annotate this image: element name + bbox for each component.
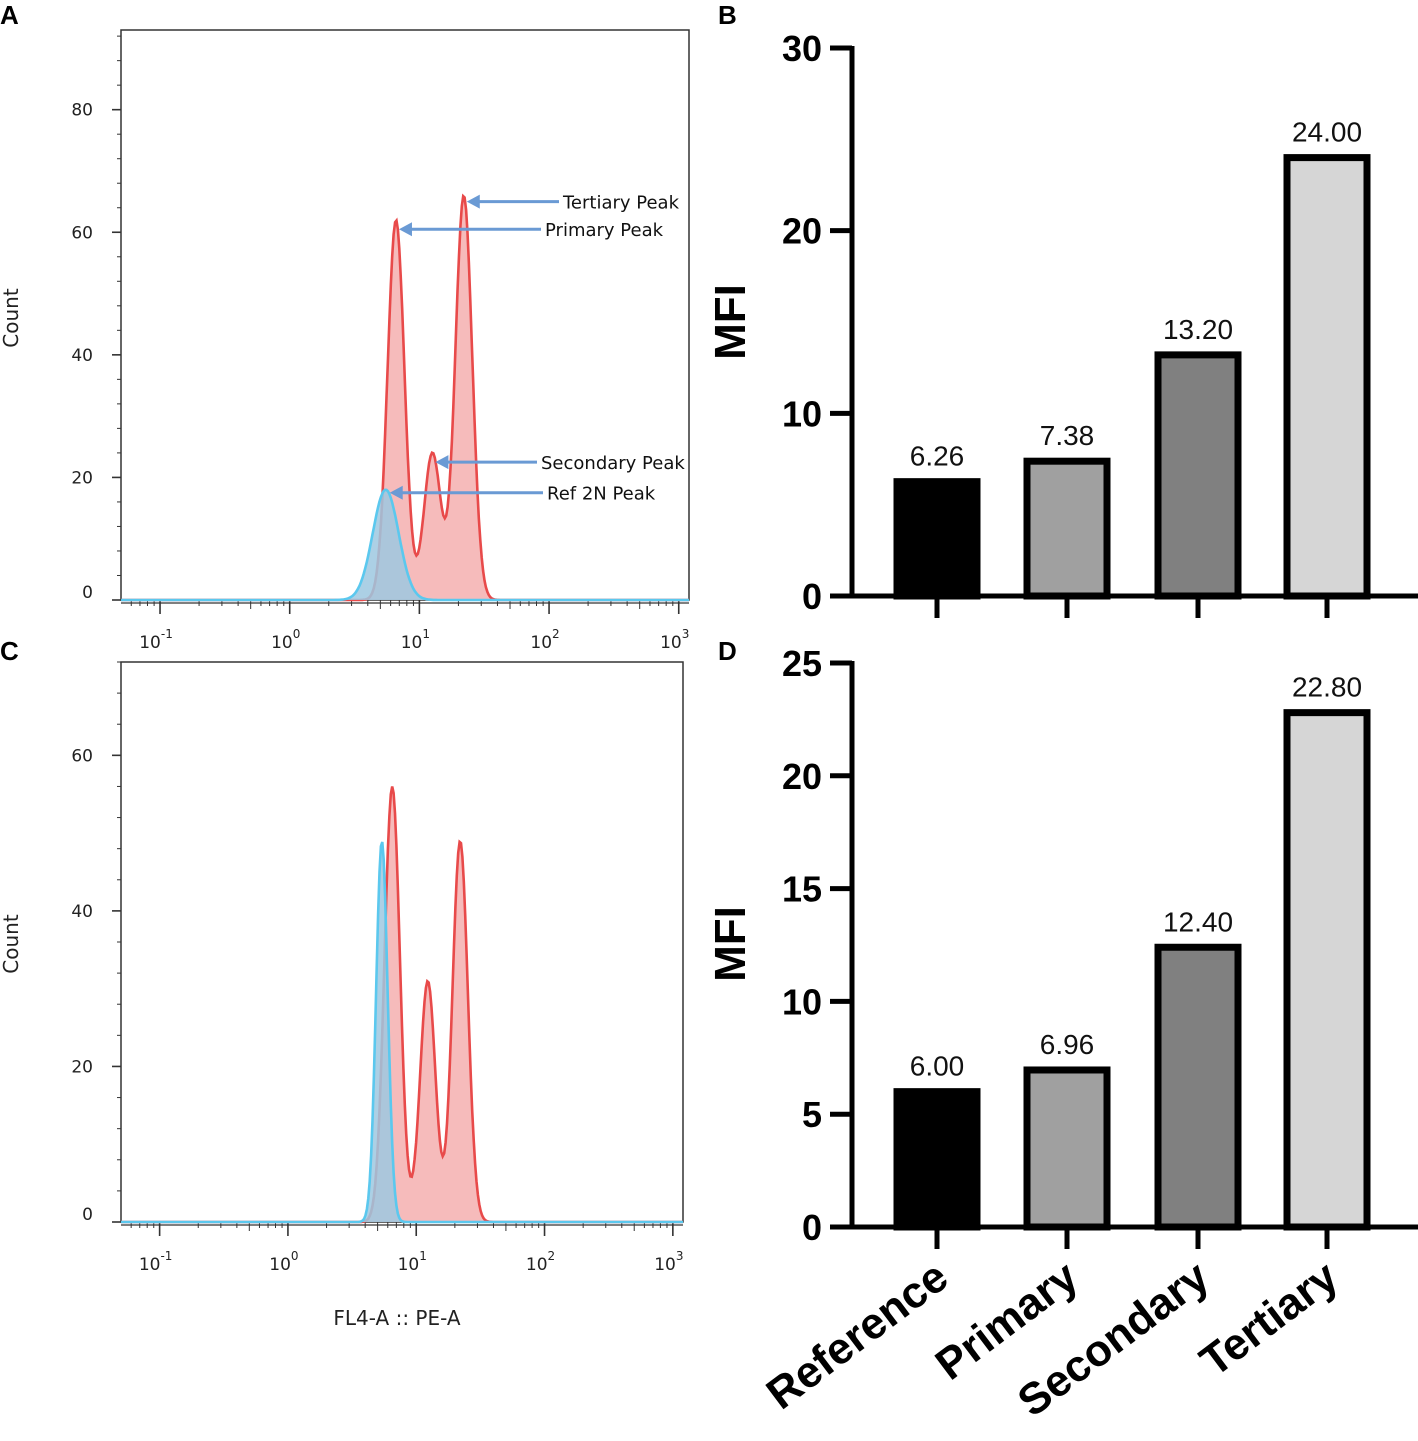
y-tick-label: 5: [802, 1094, 822, 1135]
x-tick-label: 101: [401, 627, 430, 653]
category-label: Tertiary: [1191, 1252, 1347, 1387]
bar-value-label: 6.96: [1040, 1029, 1095, 1060]
y-tick-label: 0: [82, 1205, 93, 1225]
panel-label-d: D: [718, 636, 737, 666]
annotation-label: Primary Peak: [545, 220, 664, 241]
bar-value-label: 7.38: [1040, 420, 1095, 451]
histogram-fill-reference: [121, 489, 689, 600]
bar-value-label: 6.26: [910, 441, 965, 472]
histogram-fill-sample: [121, 786, 683, 1222]
bar-reference: [893, 478, 981, 600]
x-tick-label: 100: [271, 627, 300, 653]
annotation-arrow-head: [466, 194, 480, 209]
panel-label-b: B: [718, 0, 737, 30]
x-tick-base: 10: [401, 633, 423, 653]
y-axis-label: MFI: [706, 284, 755, 360]
annotation-label: Ref 2N Peak: [547, 484, 656, 505]
y-tick-label: 60: [71, 223, 93, 243]
x-tick-exponent: 0: [291, 1249, 299, 1263]
x-tick-exponent: 2: [552, 627, 560, 641]
x-tick-label: 100: [269, 1249, 298, 1275]
x-tick-base: 10: [398, 1255, 420, 1275]
x-tick-base: 10: [139, 1255, 161, 1275]
bar-value-label: 13.20: [1163, 314, 1233, 345]
bar-chart-panel-d: 0510152025MFI6.00Reference6.96Primary12.…: [706, 643, 1418, 1426]
bar-value-label: 12.40: [1163, 906, 1233, 937]
bar-reference: [893, 1088, 981, 1231]
x-tick-exponent: 2: [548, 1249, 556, 1263]
x-tick-exponent: -1: [161, 627, 173, 641]
histogram-line-reference: [121, 841, 683, 1224]
annotation-arrow-head: [389, 485, 403, 500]
panel-label-c: C: [0, 636, 19, 666]
x-tick-exponent: 0: [293, 627, 301, 641]
x-tick-exponent: 3: [682, 627, 690, 641]
bar-secondary: [1154, 351, 1242, 600]
y-tick-label: 10: [782, 393, 822, 434]
y-tick-label: 25: [782, 643, 822, 684]
y-tick-label: 20: [782, 211, 822, 252]
x-tick-base: 10: [660, 633, 682, 653]
bar-value-label: 6.00: [910, 1051, 965, 1082]
y-tick-label: 20: [71, 1057, 93, 1077]
category-label: Reference: [758, 1252, 957, 1419]
annotation-arrow-head: [435, 455, 449, 470]
x-tick-label: 102: [526, 1249, 555, 1275]
bar-primary: [1023, 1066, 1111, 1231]
histogram-line-reference: [121, 488, 689, 602]
x-tick-exponent: 3: [676, 1249, 684, 1263]
bar-value-label: 22.80: [1292, 672, 1362, 703]
y-tick-label: 30: [782, 28, 822, 69]
panel-label-a: A: [0, 0, 19, 30]
annotation-label: Tertiary Peak: [562, 193, 680, 214]
y-tick-label: 20: [782, 756, 822, 797]
bar-value-label: 24.00: [1292, 117, 1362, 148]
bar-tertiary: [1283, 154, 1371, 600]
x-tick-exponent: -1: [160, 1249, 172, 1263]
y-tick-label: 20: [71, 468, 93, 488]
x-tick-label: 103: [654, 1249, 683, 1275]
x-tick-base: 10: [654, 1255, 676, 1275]
y-tick-label: 40: [71, 346, 93, 366]
x-tick-label: 101: [398, 1249, 427, 1275]
y-tick-label: 10: [782, 981, 822, 1022]
x-tick-label: 10-1: [139, 627, 173, 653]
x-tick-base: 10: [530, 633, 552, 653]
x-tick-exponent: 1: [419, 1249, 427, 1263]
x-tick-label: 10-1: [139, 1249, 173, 1275]
bar-chart-panel-b: 0 10 20 30 MFI 6.26 7.38 13.20 24.00: [706, 28, 1418, 618]
y-tick-label: 60: [71, 746, 93, 766]
y-tick-label: 0: [802, 1207, 822, 1248]
bar-primary: [1023, 457, 1111, 600]
y-axis-label: Count: [0, 288, 23, 348]
y-tick-label: 80: [71, 101, 93, 121]
y-tick-label: 0: [82, 583, 93, 603]
y-tick-label: 0: [802, 576, 822, 617]
x-tick-base: 10: [271, 633, 293, 653]
bar-tertiary: [1283, 709, 1371, 1231]
annotation-label: Secondary Peak: [541, 453, 685, 474]
y-tick-label: 15: [782, 869, 822, 910]
annotation-arrow-head: [398, 222, 412, 237]
x-axis-label: FL4-A :: PE-A: [333, 1306, 460, 1330]
y-tick-label: 40: [71, 902, 93, 922]
x-tick-label: 102: [530, 627, 559, 653]
x-tick-label: 103: [660, 627, 689, 653]
x-tick-base: 10: [526, 1255, 548, 1275]
y-axis-label: MFI: [706, 906, 755, 982]
x-tick-base: 10: [269, 1255, 291, 1275]
x-tick-exponent: 1: [422, 627, 430, 641]
y-axis-label: Count: [0, 914, 23, 974]
x-tick-base: 10: [139, 633, 161, 653]
bar-secondary: [1154, 943, 1242, 1231]
